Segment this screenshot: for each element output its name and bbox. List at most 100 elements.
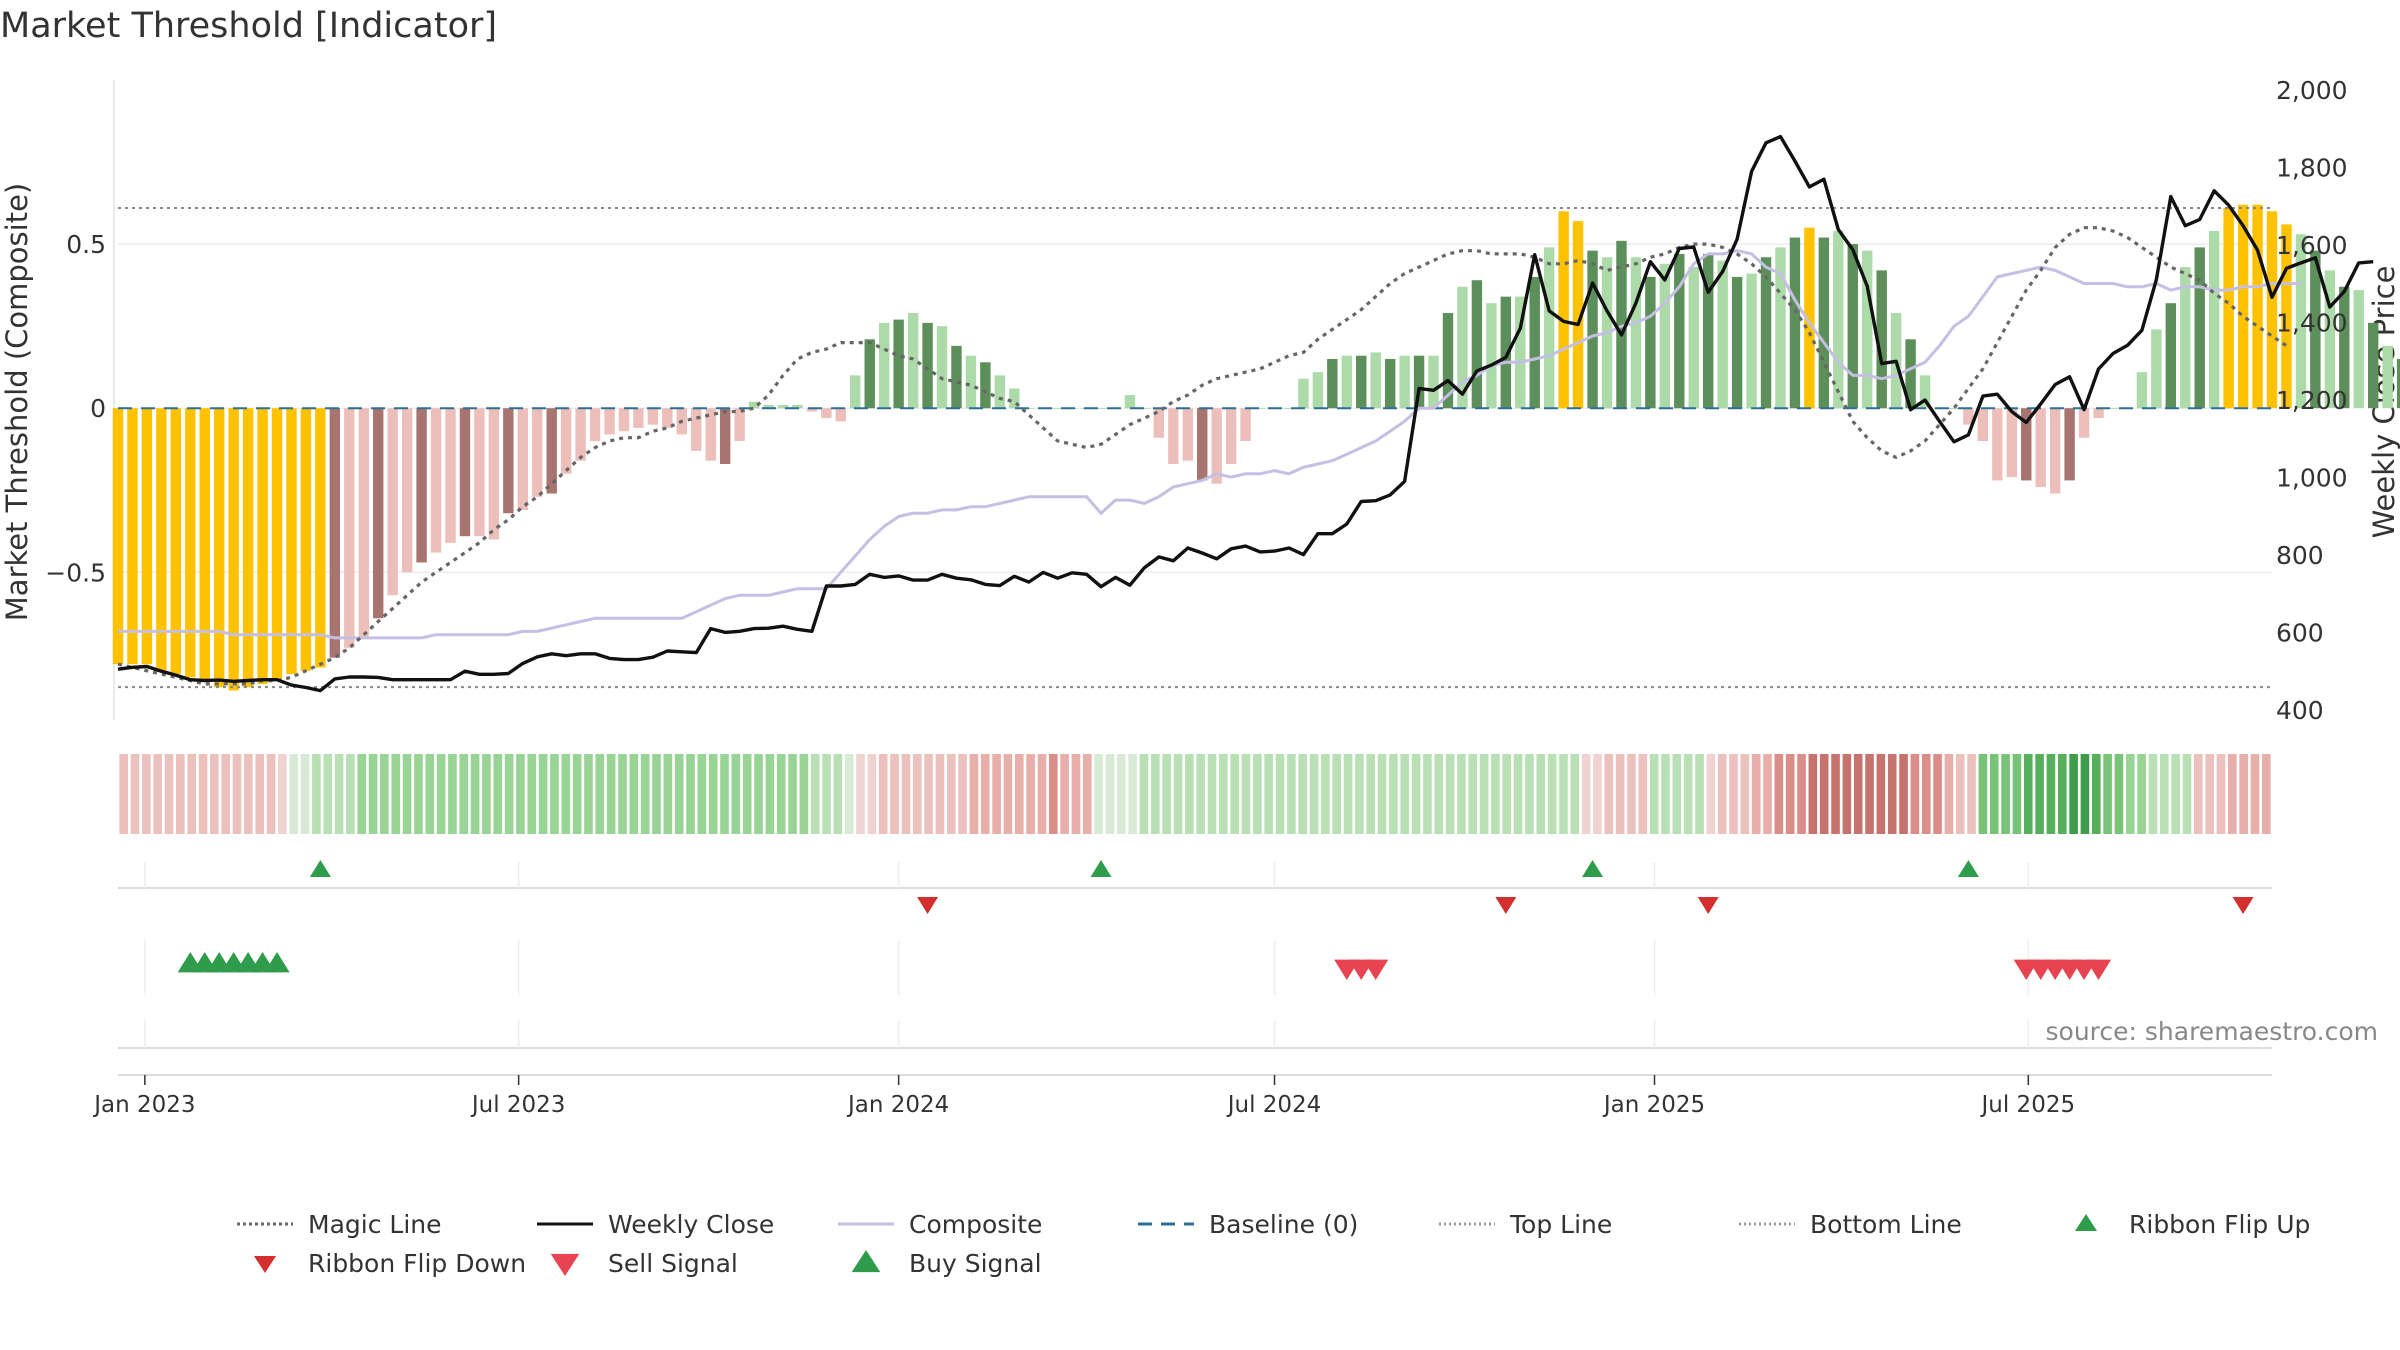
threshold-bar xyxy=(691,408,702,451)
ribbon-flip-down-marker xyxy=(917,897,939,914)
series-lines xyxy=(117,134,2374,693)
threshold-bar xyxy=(705,408,716,461)
threshold-bar xyxy=(1500,296,1512,409)
threshold-bar xyxy=(358,408,369,638)
ribbon-flip-up-marker xyxy=(1582,860,1604,877)
threshold-bar xyxy=(1905,339,1916,409)
ribbon-cell xyxy=(1014,754,1024,834)
threshold-bar xyxy=(1182,408,1193,461)
threshold-bar xyxy=(1124,395,1136,409)
ribbon-cell xyxy=(414,754,423,834)
ribbon-cell xyxy=(493,754,503,834)
threshold-bar xyxy=(1095,408,1107,410)
ribbon-cell xyxy=(1672,754,1682,834)
ribbon-cell xyxy=(584,754,593,834)
ribbon-cell xyxy=(1196,754,1205,834)
threshold-bar xyxy=(2107,408,2119,410)
ribbon-cell xyxy=(1060,754,1069,834)
ribbon-cell xyxy=(1275,754,1285,834)
left-tick-label: −0.5 xyxy=(45,558,106,587)
ribbon-cell xyxy=(482,754,491,834)
ribbon-cell xyxy=(1876,754,1886,834)
ribbon-cell xyxy=(448,754,457,834)
ribbon-cell xyxy=(652,754,661,834)
threshold-bar xyxy=(1356,355,1367,409)
ribbon-cell xyxy=(572,754,582,834)
threshold-bar xyxy=(1558,211,1569,409)
ribbon-flip-down-marker xyxy=(2232,897,2254,914)
ribbon-cell xyxy=(1638,754,1648,834)
ribbon-cell xyxy=(856,754,865,834)
ribbon-cell xyxy=(1105,754,1115,834)
threshold-bar xyxy=(1399,355,1410,409)
legend-swatch xyxy=(254,1256,276,1273)
ribbon-cell xyxy=(2125,754,2135,834)
ribbon-cell xyxy=(1853,754,1863,834)
threshold-bar xyxy=(850,375,861,409)
ribbon-cell xyxy=(550,754,559,834)
threshold-bar xyxy=(2021,408,2032,481)
threshold-bar xyxy=(1471,280,1483,409)
threshold-bar xyxy=(2208,230,2220,409)
left-tick-label: 0.5 xyxy=(66,230,106,259)
ribbon-cell xyxy=(2035,754,2044,834)
threshold-bar xyxy=(1139,408,1150,410)
ribbon-cell xyxy=(402,754,412,834)
threshold-bar xyxy=(647,408,659,425)
threshold-bar xyxy=(300,408,312,671)
buy-signal-marker xyxy=(264,952,290,973)
legend-swatch xyxy=(851,1250,881,1273)
ribbon-cell xyxy=(765,754,775,834)
threshold-bar xyxy=(1168,408,1179,464)
threshold-bar xyxy=(170,408,182,675)
threshold-bar xyxy=(936,326,948,409)
ribbon-cell xyxy=(2046,754,2056,834)
threshold-bar xyxy=(1543,247,1555,409)
ribbon-cell xyxy=(1389,754,1398,834)
ribbon-cell xyxy=(2148,754,2158,834)
threshold-bar xyxy=(1254,408,1266,410)
threshold-bar xyxy=(373,408,384,619)
ribbon-cell xyxy=(1117,754,1126,834)
ribbon-cell xyxy=(1831,754,1840,834)
ribbon-cell xyxy=(1445,754,1455,834)
ribbon-cell xyxy=(221,754,231,834)
threshold-bar xyxy=(2078,408,2090,438)
right-tick-label: 600 xyxy=(2276,618,2324,647)
ribbon-cell xyxy=(2057,754,2067,834)
ribbon-cell xyxy=(833,754,843,834)
threshold-bar xyxy=(2295,234,2307,409)
ribbon-cell xyxy=(1559,754,1568,834)
ribbon-cell xyxy=(142,754,151,834)
ribbon-cell xyxy=(1094,754,1103,834)
threshold-bar xyxy=(589,408,601,442)
ribbon-cell xyxy=(2262,754,2271,834)
ribbon-cell xyxy=(992,754,1001,834)
threshold-bar xyxy=(213,408,225,688)
threshold-bar xyxy=(2006,408,2017,478)
legend: Magic Line Weekly Close Composite Baseline … xyxy=(237,1210,2310,1278)
ribbon-cell xyxy=(1887,754,1897,834)
threshold-bar xyxy=(1616,240,1627,409)
ribbon-cell xyxy=(210,754,219,834)
ribbon-cell xyxy=(890,754,899,834)
threshold-bar xyxy=(719,408,731,464)
threshold-bar xyxy=(127,408,138,665)
threshold-bar xyxy=(271,408,283,681)
ribbon-flip-up-marker xyxy=(1090,860,1112,877)
right-tick-label: 1,200 xyxy=(2276,386,2348,415)
legend-label: Baseline (0) xyxy=(1209,1210,1358,1239)
ribbon-cell xyxy=(1309,754,1319,834)
ribbon-cell xyxy=(527,754,537,834)
threshold-bar xyxy=(141,408,153,665)
ribbon-cell xyxy=(799,754,809,834)
ribbon-cell xyxy=(663,754,673,834)
ribbon-cell xyxy=(935,754,945,834)
ribbon-cell xyxy=(1162,754,1171,834)
threshold-bar xyxy=(1428,355,1439,409)
threshold-bar xyxy=(156,408,167,671)
ribbon-cell xyxy=(1513,754,1523,834)
ribbon-cell xyxy=(1944,754,1954,834)
threshold-bar xyxy=(257,408,268,684)
ribbon-cell xyxy=(2205,754,2214,834)
